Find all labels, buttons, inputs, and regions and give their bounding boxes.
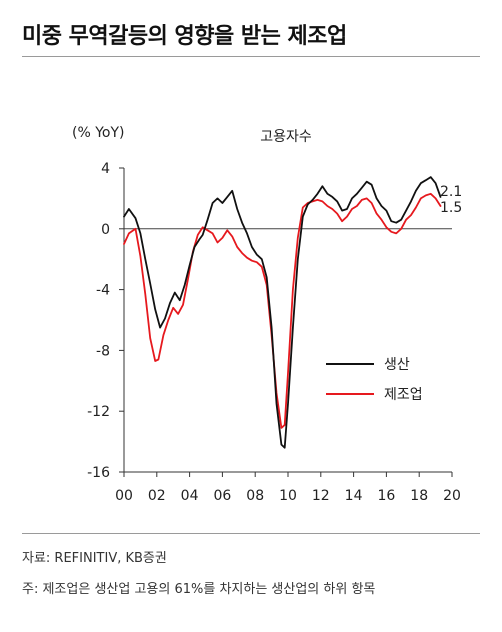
y-axis-unit-label: (% YoY): [72, 125, 125, 141]
y-tick-label: 4: [101, 161, 110, 177]
y-tick-label: -4: [96, 283, 110, 299]
y-tick-label: -8: [96, 343, 110, 359]
title-divider: [22, 56, 480, 57]
source-note: 자료: REFINITIV, KB증권: [22, 551, 167, 566]
x-tick-label: 20: [443, 488, 461, 504]
footer-divider: [22, 533, 480, 534]
x-tick-label: 16: [377, 488, 395, 504]
series-line-production: [123, 176, 442, 449]
x-tick-label: 14: [345, 488, 363, 504]
chart-title: 고용자수: [260, 129, 312, 145]
page-title: 미중 무역갈등의 영향을 받는 제조업: [22, 24, 347, 49]
y-axis-ticks: 4 0 -4 -8 -12 -16: [87, 161, 124, 481]
employment-line-chart: 고용자수 (% YoY) 4 0 -4 -8 -12 -16 00 02 04 06 08 10 12…: [72, 125, 462, 504]
x-axis-ticks: 00 02 04 06 08 10 12 14 16 18 20: [115, 472, 461, 504]
y-tick-label: -16: [87, 465, 110, 481]
legend-label: 생산: [384, 357, 410, 373]
x-tick-label: 10: [279, 488, 297, 504]
x-tick-label: 02: [148, 488, 166, 504]
x-tick-label: 08: [246, 488, 264, 504]
x-tick-label: 04: [181, 488, 199, 504]
y-tick-label: 0: [101, 222, 110, 238]
legend-label: 제조업: [384, 387, 423, 403]
series-line-manufacturing: [123, 192, 442, 429]
x-tick-label: 18: [410, 488, 428, 504]
x-tick-label: 00: [115, 488, 133, 504]
x-tick-label: 12: [312, 488, 330, 504]
y-tick-label: -12: [87, 404, 110, 420]
series-lines: [123, 176, 442, 449]
x-tick-label: 06: [213, 488, 231, 504]
series-end-labels: 2.11.5: [440, 184, 462, 216]
series-end-value: 2.1: [440, 184, 462, 200]
footnote: 주: 제조업은 생산업 고용의 61%를 차지하는 생산업의 하위 항목: [22, 582, 376, 597]
series-end-value: 1.5: [440, 200, 462, 216]
